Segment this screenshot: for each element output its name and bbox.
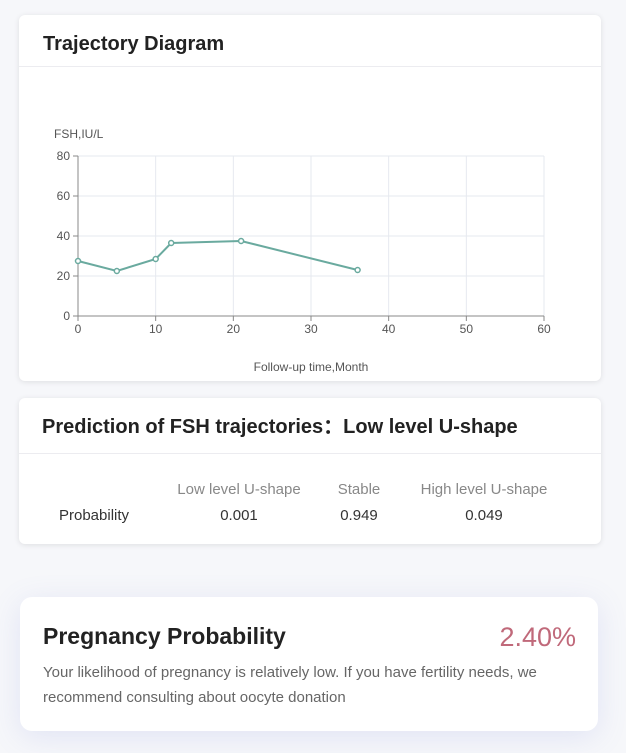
fsh-data-point [74, 257, 82, 265]
trajectory-card: Trajectory Diagram 0 10 20 30 40 50 60 0 20 40 60 8… [19, 15, 601, 381]
x-tick-label: 0 [75, 322, 82, 336]
prediction-title: Prediction of FSH trajectories：Low level… [19, 398, 601, 454]
trajectory-title: Trajectory Diagram [19, 15, 601, 67]
pregnancy-title: Pregnancy Probability [43, 623, 286, 649]
x-axis-label: Follow-up time,Month [254, 360, 369, 374]
fsh-data-point [113, 267, 121, 275]
y-axis-label: FSH,IU/L [54, 127, 104, 141]
y-tick-label: 20 [57, 269, 71, 283]
y-tick-label: 60 [57, 189, 71, 203]
y-tick-label: 0 [63, 309, 70, 323]
fsh-data-point [354, 266, 361, 274]
prediction-card: Prediction of FSH trajectories：Low level… [19, 398, 601, 544]
probability-high: 0.049 [465, 507, 503, 524]
column-header-low: Low level U-shape [177, 481, 301, 498]
fsh-trajectory-chart: 0 10 20 30 40 50 60 0 20 40 60 80 FSH,IU/L Follow-up … [54, 127, 551, 374]
fsh-data-point [152, 255, 159, 263]
x-tick-label: 40 [382, 322, 396, 336]
x-tick-label: 30 [304, 322, 318, 336]
pregnancy-card: Pregnancy Probability 2.40% Your likelih… [20, 597, 598, 731]
column-header-high: High level U-shape [420, 481, 548, 498]
x-tick-label: 50 [460, 322, 474, 336]
probability-row-label: Probability [59, 507, 130, 524]
column-header-stable: Stable [337, 481, 381, 498]
probability-low: 0.001 [220, 507, 258, 524]
x-tick-label: 10 [149, 322, 163, 336]
fsh-data-point [167, 239, 175, 247]
y-tick-label: 80 [57, 149, 71, 163]
x-tick-label: 20 [227, 322, 241, 336]
x-tick-label: 60 [537, 322, 551, 336]
pregnancy-probability-value: 2.40% [499, 622, 576, 652]
probability-stable: 0.949 [340, 507, 378, 524]
y-tick-label: 40 [57, 229, 71, 243]
pregnancy-description: Your likelihood of pregnancy is relative… [43, 664, 537, 706]
fsh-data-point [237, 237, 245, 245]
fsh-series-line [77, 239, 358, 273]
